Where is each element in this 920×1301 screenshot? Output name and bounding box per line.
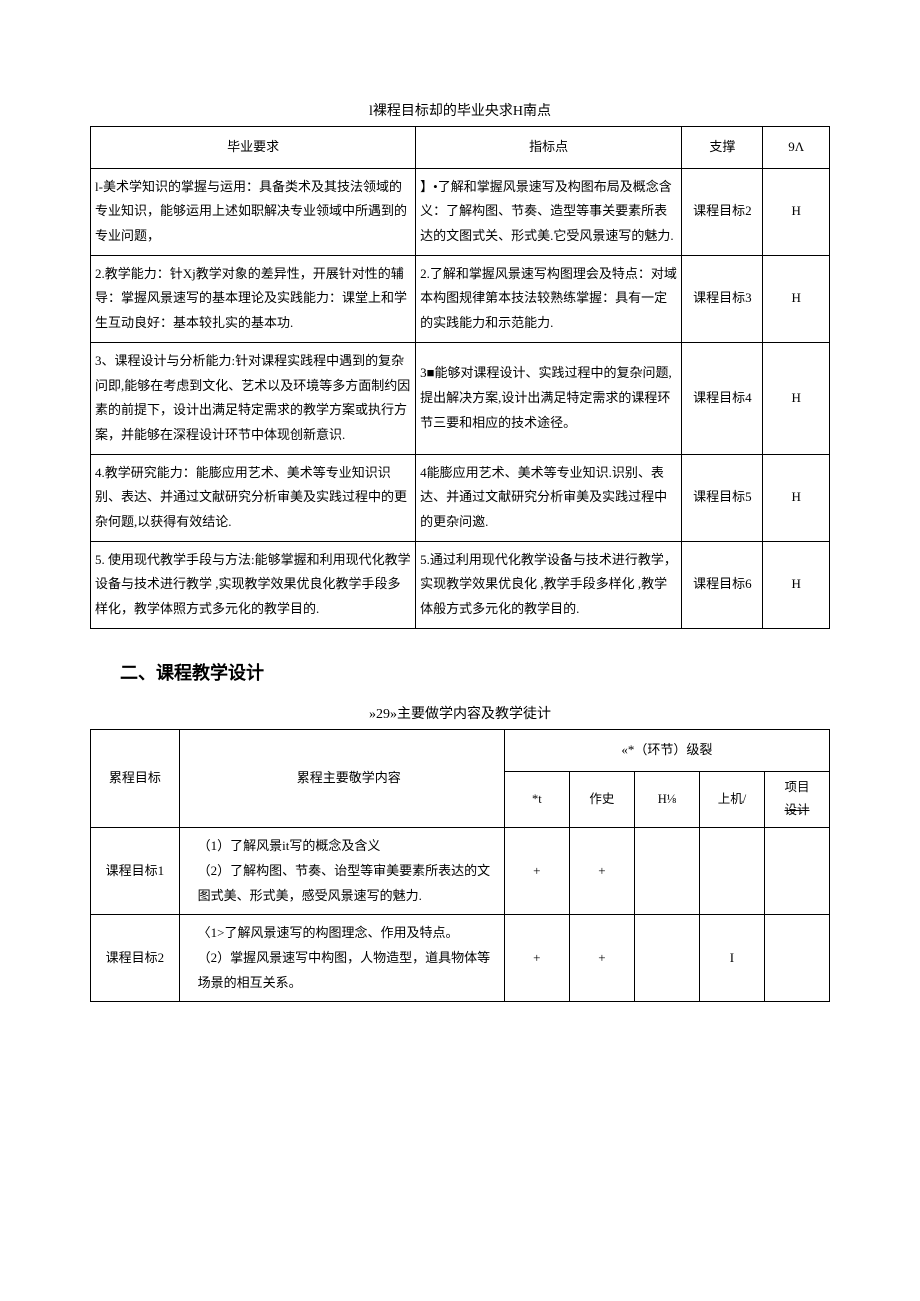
table1-cell-sup: 课程目标5 (682, 454, 763, 541)
table1-cell-lvl: H (763, 168, 830, 255)
table2-header-c2: 作史 (569, 771, 634, 828)
table1-title: l裸程目标却的毕业央求H南点 (90, 100, 830, 120)
table1-header-row: 毕业要求 指标点 支撑 9Λ (91, 127, 830, 169)
table1-cell-ind: 2.了解和掌握风景速写构图理会及特点：对域本构图规律第本技法较熟练掌握：具有一定… (416, 255, 682, 342)
table1-cell-lvl: H (763, 541, 830, 628)
table2-cell-c2: + (569, 828, 634, 915)
table1-header-req: 毕业要求 (91, 127, 416, 169)
table1-header-ind: 指标点 (416, 127, 682, 169)
table-row: 课程目标2 〈1>了解风景速写的构图理念、作用及特点。（2）掌握风景速写中构图，… (91, 915, 830, 1002)
table1-cell-ind: 3■能够对课程设计、实践过程中的复杂问题,提出解决方案,设计出满足特定需求的课程… (416, 342, 682, 454)
table1-header-lvl: 9Λ (763, 127, 830, 169)
table1-cell-ind: 4能膨应用艺术、美术等专业知识.识别、表达、并通过文献研究分析审美及实践过程中的… (416, 454, 682, 541)
table-row: 3、课程设计与分析能力:针对课程实践程中遇到的复杂问即,能够在考虑到文化、艺术以… (91, 342, 830, 454)
table2: 累程目标 累程主要敬学内容 «*（环节）级裂 *t 作史 H⅛ 上机/ 项目 设… (90, 729, 830, 1003)
table2-header-c5: 项目 设计 (764, 771, 829, 828)
table1-cell-ind: 】•了解和掌握风景速写及构图布局及概念含义：了解构图、节奏、造型等事关要素所表达… (416, 168, 682, 255)
table2-header-row: 累程目标 累程主要敬学内容 «*（环节）级裂 (91, 729, 830, 771)
table2-header-c4: 上机/ (699, 771, 764, 828)
table2-header-group: «*（环节）级裂 (504, 729, 829, 771)
table2-cell-c3 (634, 828, 699, 915)
table1-cell-sup: 课程目标2 (682, 168, 763, 255)
table2-cell-c4 (699, 828, 764, 915)
table1-cell-req: 4.教学研究能力：能膨应用艺术、美术等专业知识识别、表达、并通过文献研究分析审美… (91, 454, 416, 541)
section2-heading: 二、课程教学设计 (120, 659, 830, 685)
table-row: 2.教学能力：针Xj教学对象的差异性，开展针对性的辅导：掌握风景速写的基本理论及… (91, 255, 830, 342)
table2-header-c3: H⅛ (634, 771, 699, 828)
table1: 毕业要求 指标点 支撑 9Λ l-美术学知识的掌握与运用：具备类术及其技法领域的… (90, 126, 830, 629)
table1-header-sup: 支撑 (682, 127, 763, 169)
table1-cell-req: 3、课程设计与分析能力:针对课程实践程中遇到的复杂问即,能够在考虑到文化、艺术以… (91, 342, 416, 454)
table-row: 5. 使用现代教学手段与方法:能够掌握和利用现代化教学设备与技术进行教学 ,实现… (91, 541, 830, 628)
table2-header-content: 累程主要敬学内容 (179, 729, 504, 828)
table2-cell-c3 (634, 915, 699, 1002)
table-row: 课程目标1 （1）了解风景it写的概念及含义（2）了解构图、节奏、诒型等审美要素… (91, 828, 830, 915)
table2-cell-c5 (764, 915, 829, 1002)
table2-header-c1: *t (504, 771, 569, 828)
table2-cell-goal: 课程目标2 (91, 915, 180, 1002)
table1-cell-sup: 课程目标3 (682, 255, 763, 342)
table2-title: »29»主要做学内容及教学徒计 (90, 703, 830, 723)
table2-cell-c4: I (699, 915, 764, 1002)
table2-cell-c5 (764, 828, 829, 915)
table2-cell-c1: + (504, 828, 569, 915)
table2-cell-content: 〈1>了解风景速写的构图理念、作用及特点。（2）掌握风景速写中构图，人物造型，道… (179, 915, 504, 1002)
table2-header-c5-text: 项目 (784, 780, 809, 794)
table1-cell-req: l-美术学知识的掌握与运用：具备类术及其技法领域的专业知识，能够运用上述如职解决… (91, 168, 416, 255)
table1-cell-req: 2.教学能力：针Xj教学对象的差异性，开展针对性的辅导：掌握风景速写的基本理论及… (91, 255, 416, 342)
table-row: l-美术学知识的掌握与运用：具备类术及其技法领域的专业知识，能够运用上述如职解决… (91, 168, 830, 255)
table2-header-goal: 累程目标 (91, 729, 180, 828)
table-row: 4.教学研究能力：能膨应用艺术、美术等专业知识识别、表达、并通过文献研究分析审美… (91, 454, 830, 541)
table2-cell-c1: + (504, 915, 569, 1002)
table2-cell-content: （1）了解风景it写的概念及含义（2）了解构图、节奏、诒型等审美要素所表达的文图… (179, 828, 504, 915)
table2-cell-goal: 课程目标1 (91, 828, 180, 915)
table1-cell-req: 5. 使用现代教学手段与方法:能够掌握和利用现代化教学设备与技术进行教学 ,实现… (91, 541, 416, 628)
table1-cell-sup: 课程目标4 (682, 342, 763, 454)
table1-cell-lvl: H (763, 454, 830, 541)
table1-cell-sup: 课程目标6 (682, 541, 763, 628)
table1-cell-lvl: H (763, 255, 830, 342)
table2-cell-c2: + (569, 915, 634, 1002)
table1-cell-ind: 5.通过利用现代化教学设备与技术进行教学，实现教学效果优良化 ,教学手段多样化 … (416, 541, 682, 628)
table2-header-c5-strike: 设计 (784, 803, 809, 817)
table1-cell-lvl: H (763, 342, 830, 454)
